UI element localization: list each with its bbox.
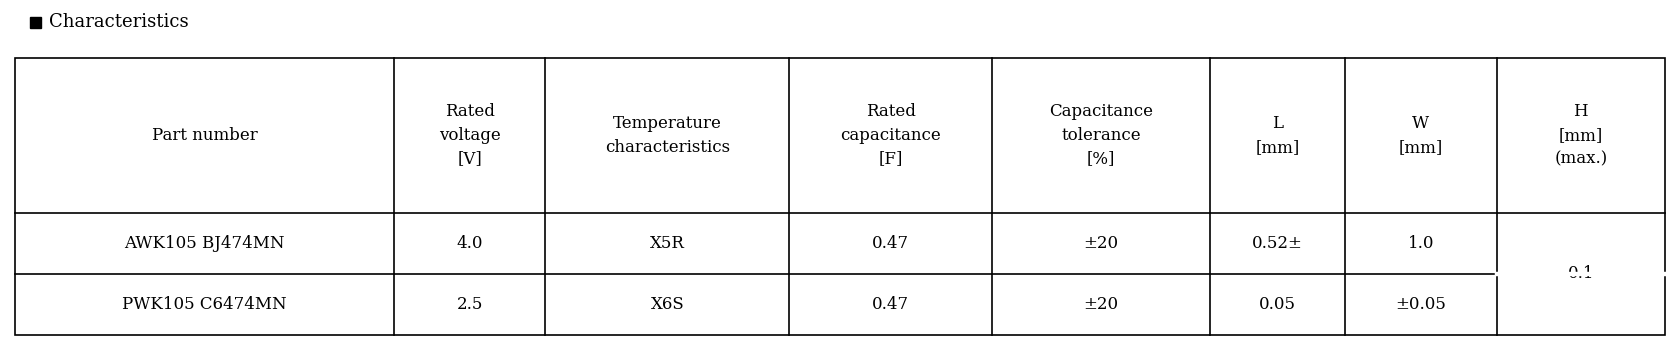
Text: 1.0: 1.0 — [1408, 235, 1435, 252]
Text: 0.52±: 0.52± — [1252, 235, 1304, 252]
Text: 4.0: 4.0 — [457, 235, 482, 252]
Text: 0.47: 0.47 — [872, 296, 909, 313]
Text: X6S: X6S — [650, 296, 684, 313]
Text: Capacitance
tolerance
[%]: Capacitance tolerance [%] — [1048, 104, 1152, 168]
Text: Temperature
characteristics: Temperature characteristics — [605, 115, 731, 156]
Text: L
[mm]: L [mm] — [1255, 115, 1300, 156]
Bar — [30, 17, 40, 28]
Text: ±20: ±20 — [1084, 235, 1119, 252]
Text: Part number: Part number — [151, 127, 257, 144]
Text: AWK105 BJ474MN: AWK105 BJ474MN — [124, 235, 284, 252]
Text: X5R: X5R — [650, 235, 685, 252]
Text: 0.1: 0.1 — [1567, 266, 1594, 282]
Text: H
[mm]
(max.): H [mm] (max.) — [1554, 104, 1608, 168]
Bar — [15, 58, 1665, 335]
Text: 0.05: 0.05 — [1260, 296, 1297, 313]
Text: Rated
capacitance
[F]: Rated capacitance [F] — [840, 104, 941, 168]
Text: ±0.05: ±0.05 — [1396, 296, 1446, 313]
Text: 0.47: 0.47 — [872, 235, 909, 252]
Text: W
[mm]: W [mm] — [1399, 115, 1443, 156]
Text: PWK105 C6474MN: PWK105 C6474MN — [123, 296, 287, 313]
Text: 2.5: 2.5 — [457, 296, 482, 313]
Text: Characteristics: Characteristics — [49, 13, 188, 31]
Text: ±20: ±20 — [1084, 296, 1119, 313]
Text: Rated
voltage
[V]: Rated voltage [V] — [438, 104, 501, 168]
